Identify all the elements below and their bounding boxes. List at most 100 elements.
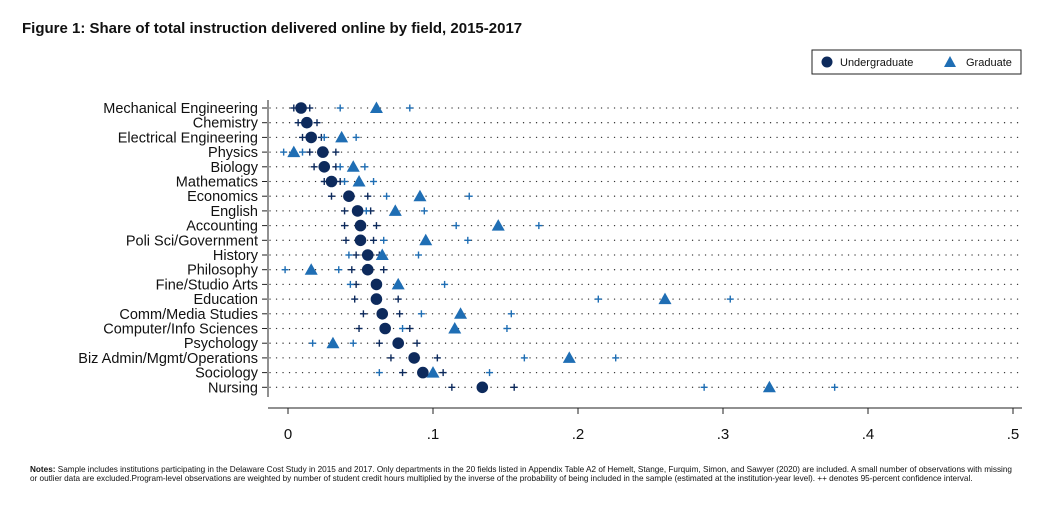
undergraduate-point — [317, 146, 329, 158]
y-axis-label: Biz Admin/Mgmt/Operations — [78, 351, 258, 367]
ci-high-marker — [406, 104, 414, 112]
undergraduate-point — [376, 308, 389, 320]
ci-high-marker — [831, 383, 839, 391]
ci-low-marker — [306, 148, 314, 156]
ci-low-marker — [399, 369, 407, 377]
y-axis-label: Accounting — [186, 219, 258, 235]
graduate-point — [352, 175, 366, 187]
undergraduate-point — [354, 234, 367, 247]
ci-low-marker — [452, 222, 460, 230]
x-tick-label: .2 — [572, 426, 585, 443]
notes-text: Sample includes institutions participati… — [30, 465, 1012, 483]
ci-high-marker — [726, 295, 734, 303]
ci-high-marker — [507, 310, 515, 318]
ci-high-marker — [433, 354, 441, 362]
ci-high-marker — [464, 236, 472, 244]
ci-high-marker — [313, 119, 321, 127]
legend: Undergraduate Graduate — [811, 49, 1022, 75]
ci-low-marker — [448, 383, 456, 391]
ci-low-marker — [336, 163, 344, 171]
gridlines — [269, 107, 1023, 388]
ci-high-marker — [415, 251, 422, 259]
x-tick-label: .1 — [427, 426, 440, 443]
graduate-point — [287, 145, 301, 158]
y-axis-label: Economics — [187, 189, 258, 205]
ci-high-marker — [370, 178, 378, 185]
ci-low-marker — [700, 383, 708, 391]
y-axis-label: Education — [194, 292, 259, 308]
undergraduate-point — [370, 293, 383, 305]
ci-low-marker — [399, 325, 407, 332]
ci-high-marker — [486, 369, 494, 377]
notes: Notes: Sample includes institutions part… — [30, 465, 1020, 484]
undergraduate-point — [361, 263, 374, 276]
legend-graduate-label: Graduate — [966, 57, 1012, 69]
x-tick-label: .4 — [862, 426, 875, 443]
y-axis-label: Poli Sci/Government — [126, 233, 258, 249]
y-axis-label: Biology — [210, 160, 258, 176]
ci-low-marker — [341, 222, 349, 230]
graduate-point — [658, 292, 672, 305]
y-axis-label: Chemistry — [193, 116, 259, 132]
ci-low-marker — [294, 119, 302, 127]
graduate-point — [762, 380, 776, 393]
ci-high-marker — [413, 339, 421, 347]
ci-high-marker — [364, 192, 372, 200]
graduate-point — [448, 322, 462, 334]
undergraduate-point — [351, 205, 364, 217]
y-axis-label: History — [213, 248, 259, 264]
ci-low-marker — [387, 354, 395, 362]
ci-low-marker — [280, 148, 288, 156]
undergraduate-point — [343, 190, 355, 202]
x-axis: 0 .1 .2 .3 .4 .5 — [267, 100, 1022, 443]
y-axis-label: Psychology — [184, 336, 259, 352]
ci-high-marker — [352, 133, 360, 141]
graduate-point — [413, 189, 427, 202]
data-points — [287, 101, 776, 394]
notes-label: Notes: — [30, 465, 56, 474]
undergraduate-point — [318, 161, 331, 173]
ci-high-marker — [510, 383, 518, 391]
ci-low-marker — [417, 310, 425, 318]
ci-low-marker — [281, 266, 289, 274]
ci-high-marker — [361, 163, 369, 171]
ci-high-marker — [335, 266, 343, 274]
ci-low-marker — [348, 266, 356, 274]
graduate-point — [491, 219, 505, 231]
ci-low-marker — [594, 295, 602, 303]
chart-title: Figure 1: Share of total instruction del… — [22, 20, 523, 37]
ci-low-marker — [345, 251, 353, 259]
ci-high-marker — [370, 236, 378, 244]
undergraduate-point — [325, 175, 338, 188]
ci-low-marker — [375, 369, 383, 377]
y-axis-label: Fine/Studio Arts — [156, 277, 258, 293]
graduate-point — [426, 366, 440, 378]
ci-low-marker — [520, 354, 528, 362]
ci-high-marker — [332, 148, 340, 156]
ci-low-marker — [341, 178, 349, 185]
ci-low-marker — [309, 339, 317, 347]
undergraduate-point — [361, 249, 374, 261]
y-axis-label: Nursing — [208, 380, 258, 396]
ci-low-marker — [328, 192, 335, 200]
graduate-point — [419, 233, 433, 246]
ci-high-marker — [420, 207, 428, 215]
ci-low-marker — [351, 295, 359, 303]
ci-low-marker — [355, 325, 363, 332]
ci-high-marker — [396, 310, 404, 318]
confidence-intervals — [280, 104, 839, 391]
undergraduate-point — [370, 278, 383, 291]
y-axis-label: Philosophy — [187, 263, 259, 279]
ci-low-marker — [362, 207, 370, 215]
y-axis-label: Physics — [208, 145, 258, 161]
undergraduate-point — [476, 381, 489, 394]
undergraduate-point — [295, 102, 307, 114]
undergraduate-point — [392, 337, 405, 350]
y-axis-label: Comm/Media Studies — [119, 307, 258, 323]
x-tick-label: 0 — [284, 426, 292, 443]
graduate-point — [346, 160, 360, 172]
ci-high-marker — [612, 354, 620, 362]
ci-high-marker — [441, 280, 449, 288]
undergraduate-point — [301, 116, 313, 129]
